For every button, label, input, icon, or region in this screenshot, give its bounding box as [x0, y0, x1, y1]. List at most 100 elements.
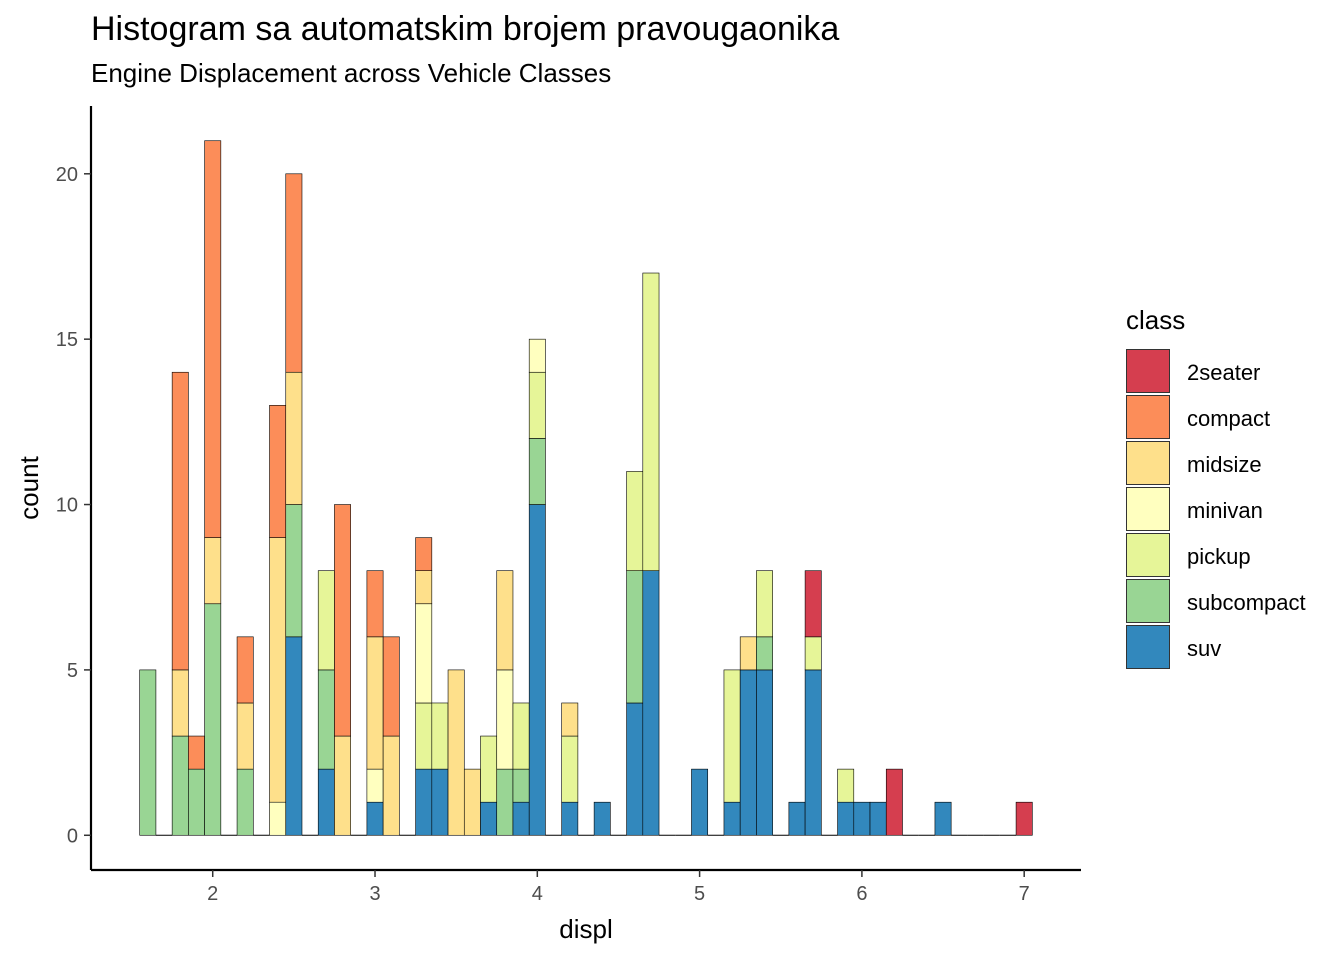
bar-suv-3.0 [366, 801, 384, 836]
bar-midsize-2.5 [285, 371, 303, 505]
x-tick-label-7: 7 [1019, 883, 1030, 905]
y-tick-label-20: 20 [56, 164, 78, 186]
x-tick-label-5: 5 [694, 883, 705, 905]
bar-midsize-3.1 [382, 735, 400, 836]
bar-midsize-4.2 [561, 702, 579, 737]
bar-subcompact-4.6 [626, 570, 644, 704]
bar-suv-5.3 [739, 669, 757, 836]
bar-compact-3.3 [415, 537, 433, 571]
legend-key-compact [1126, 395, 1170, 439]
bar-subcompact-2.0 [204, 603, 222, 836]
bar-midsize-1.8 [171, 669, 189, 737]
bar-subcompact-2.7 [317, 669, 335, 770]
bar-suv-4.0 [528, 504, 546, 836]
bar-compact-2.4 [269, 405, 287, 538]
bar-subcompact-1.6 [139, 669, 157, 836]
legend-label-midsize: midsize [1187, 452, 1262, 477]
legend-key-midsize [1126, 441, 1170, 485]
bar-midsize-3.5 [447, 669, 465, 836]
bar-suv-3.7 [480, 801, 498, 836]
bar-suv-3.4 [431, 768, 449, 836]
bar-subcompact-2.5 [285, 504, 303, 638]
legend-key-subcompact [1126, 579, 1170, 623]
legend-label-suv: suv [1187, 636, 1222, 661]
bar-pickup-5.2 [723, 669, 741, 803]
bar-compact-1.9 [188, 735, 205, 770]
bar-minivan-3.3 [415, 603, 433, 704]
bar-midsize-2.2 [236, 702, 254, 770]
bar-suv-6.5 [934, 801, 952, 836]
bar-suv-4.4 [593, 801, 611, 836]
chart-title: Histogram sa automatskim brojem pravouga… [91, 10, 840, 48]
bar-subcompact-3.9 [512, 768, 530, 803]
legend-key-suv [1126, 625, 1170, 669]
bar-suv-6.1 [869, 801, 887, 836]
bar-compact-3.0 [366, 570, 384, 638]
bar-pickup-4.2 [561, 735, 579, 803]
bar-subcompact-5.4 [756, 636, 773, 671]
bar-pickup-4.0 [528, 371, 546, 439]
bar-2seater-6.2 [885, 768, 903, 836]
bar-minivan-4.0 [528, 338, 546, 373]
bar-suv-2.5 [285, 636, 303, 836]
bar-subcompact-1.9 [188, 768, 205, 836]
bar-pickup-2.7 [317, 570, 335, 671]
bar-midsize-5.3 [739, 636, 757, 671]
y-axis-label: count [14, 455, 44, 519]
bar-compact-2.5 [285, 173, 303, 373]
bar-pickup-4.6 [626, 471, 644, 571]
y-tick-label-0: 0 [67, 825, 78, 847]
bar-pickup-5.9 [837, 768, 855, 803]
legend-key-2seater [1126, 349, 1170, 393]
bar-2seater-5.7 [804, 570, 822, 638]
bar-subcompact-3.8 [496, 768, 514, 836]
bar-compact-1.8 [171, 371, 189, 671]
x-tick-label-4: 4 [532, 883, 543, 905]
legend-label-subcompact: subcompact [1187, 590, 1306, 615]
legend-label-2seater: 2seater [1187, 360, 1261, 385]
legend-label-minivan: minivan [1187, 498, 1263, 523]
bar-suv-5.2 [723, 801, 741, 836]
legend-label-pickup: pickup [1187, 544, 1251, 569]
bar-subcompact-4.0 [528, 438, 546, 505]
bar-suv-5.7 [804, 669, 822, 836]
bar-suv-4.2 [561, 801, 579, 836]
bar-suv-5.0 [691, 768, 709, 836]
bar-compact-3.1 [382, 636, 400, 737]
bar-compact-2.2 [236, 636, 254, 704]
bar-minivan-2.4 [269, 801, 287, 836]
bar-suv-2.7 [317, 768, 335, 836]
bar-compact-2.0 [204, 140, 222, 538]
x-tick-label-6: 6 [856, 883, 867, 905]
y-tick-label-10: 10 [56, 495, 78, 517]
bar-suv-4.6 [626, 702, 644, 836]
y-tick-label-5: 5 [67, 660, 78, 682]
bar-midsize-2.8 [334, 735, 351, 836]
bar-suv-4.7 [642, 570, 660, 836]
x-tick-label-3: 3 [369, 883, 380, 905]
bar-midsize-3.6 [463, 768, 481, 836]
bars-layer [139, 140, 1033, 836]
bar-pickup-3.4 [431, 702, 449, 770]
bar-pickup-5.4 [756, 570, 773, 638]
bar-midsize-3.0 [366, 636, 384, 770]
bar-subcompact-1.8 [171, 735, 189, 836]
bar-pickup-3.7 [480, 735, 498, 803]
legend-key-minivan [1126, 487, 1170, 531]
bar-suv-3.9 [512, 801, 530, 836]
chart-subtitle: Engine Displacement across Vehicle Class… [91, 58, 612, 88]
bar-minivan-3.8 [496, 669, 514, 770]
y-tick-label-15: 15 [56, 329, 78, 351]
bar-subcompact-2.2 [236, 768, 254, 836]
bar-suv-5.6 [788, 801, 806, 836]
bar-pickup-5.7 [804, 636, 822, 671]
bar-suv-5.9 [837, 801, 855, 836]
x-axis-label: displ [559, 914, 612, 944]
axes-layer: 2 3 4 5 6 7 0 5 10 15 20 displ count [14, 106, 1081, 944]
bar-compact-2.8 [334, 504, 351, 737]
bar-midsize-2.0 [204, 537, 222, 605]
bar-midsize-3.8 [496, 570, 514, 671]
bar-suv-3.3 [415, 768, 433, 836]
legend-label-compact: compact [1187, 406, 1271, 431]
